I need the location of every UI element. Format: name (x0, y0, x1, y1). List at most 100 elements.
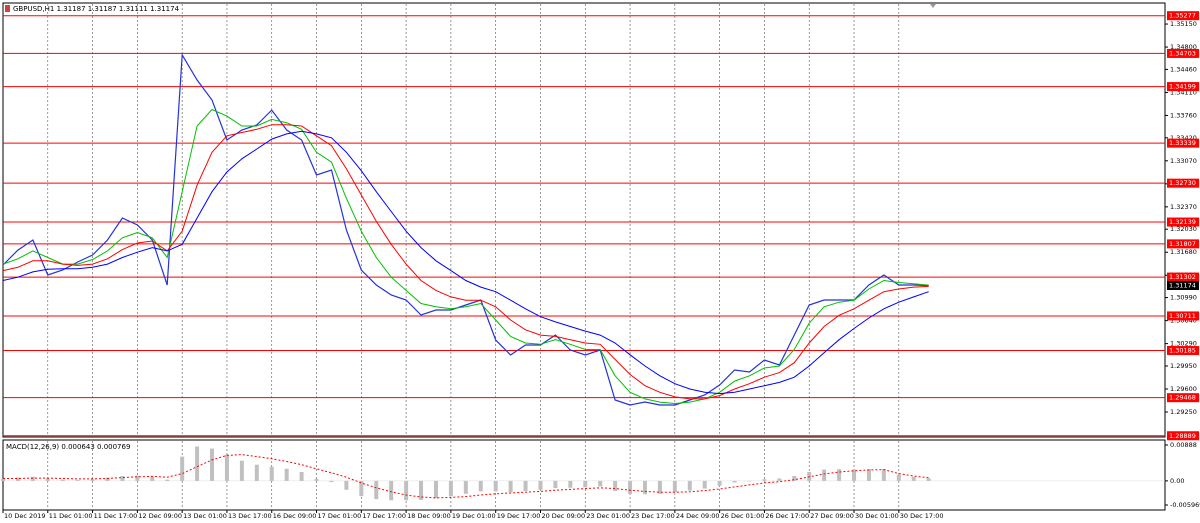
macd-frame (2, 439, 1166, 511)
series-line (2, 53, 929, 406)
last-price-label: 1.31174 (1169, 281, 1196, 289)
histogram-bar (732, 480, 737, 483)
y-tick-label: 0.00 (1170, 477, 1184, 485)
level-label: 1.35277 (1169, 12, 1196, 20)
histogram-bar (493, 480, 498, 492)
histogram-bar (702, 480, 707, 489)
histogram-bar (448, 480, 453, 497)
level-tag (1167, 239, 1199, 249)
level-label: 1.29468 (1169, 394, 1196, 402)
level-tag (1167, 393, 1199, 403)
histogram-bar (613, 480, 618, 491)
histogram-bar (299, 471, 304, 481)
histogram-bar (45, 478, 50, 481)
shift-marker (930, 4, 936, 8)
histogram-bar (583, 480, 588, 488)
y-tick-label: 1.30640 (1170, 317, 1197, 325)
y-tick-label: 1.29600 (1170, 385, 1197, 393)
histogram-bar (553, 480, 558, 489)
y-tick-label: 1.34460 (1170, 65, 1197, 73)
level-tag (1167, 431, 1199, 441)
level-label: 1.34199 (1169, 83, 1196, 91)
histogram-bar (180, 456, 185, 481)
histogram-bar (284, 468, 289, 481)
y-tick-label: 1.32030 (1170, 225, 1197, 233)
x-tick-label: 17 Dec 01:00 (318, 512, 362, 520)
x-tick-label: 17 Dec 17:00 (362, 512, 406, 520)
histogram-bar (75, 480, 80, 481)
y-tick-label: 1.33420 (1170, 134, 1197, 142)
main-frame (2, 2, 1166, 438)
level-tag (1167, 272, 1199, 282)
series-line (3, 454, 929, 499)
y-tick-label: 1.30990 (1170, 294, 1197, 302)
histogram-bar (747, 480, 752, 482)
histogram-bar (896, 474, 901, 481)
x-tick-label: 26 Dec 17:00 (765, 512, 809, 520)
histogram-bar (314, 478, 319, 481)
histogram-bar (165, 479, 170, 481)
histogram-bar (210, 448, 215, 481)
x-tick-label: 13 Dec 17:00 (228, 512, 272, 520)
histogram-bar (687, 480, 692, 491)
level-label: 1.34703 (1169, 49, 1196, 57)
histogram-bar (224, 454, 229, 481)
x-tick-label: 24 Dec 09:00 (676, 512, 720, 520)
level-tag (1167, 346, 1199, 356)
histogram-bar (881, 469, 886, 481)
histogram-bar (657, 480, 662, 494)
y-tick-label: 1.35150 (1170, 20, 1197, 28)
histogram-bar (254, 464, 259, 481)
y-tick-label: 1.34110 (1170, 88, 1197, 96)
histogram-bar (1, 478, 5, 481)
histogram-bar (538, 480, 543, 490)
histogram-bar (135, 475, 140, 481)
x-tick-label: 27 Dec 09:00 (810, 512, 854, 520)
histogram-bar (120, 476, 125, 481)
y-tick-label: 1.32370 (1170, 203, 1197, 211)
histogram-bar (642, 480, 647, 495)
histogram-bar (15, 477, 20, 481)
histogram-bar (866, 469, 871, 481)
level-label: 1.31302 (1169, 273, 1196, 281)
level-tag (1167, 311, 1199, 321)
histogram-bar (523, 480, 528, 491)
histogram-bar (837, 469, 842, 481)
level-tag (1167, 82, 1199, 92)
y-tick-label: 1.29950 (1170, 362, 1197, 370)
histogram-bar (792, 476, 797, 481)
y-tick-label: 1.30290 (1170, 340, 1197, 348)
histogram-bar (359, 480, 364, 497)
level-label: 1.30711 (1169, 312, 1196, 320)
histogram-bar (463, 480, 468, 494)
histogram-bar (150, 476, 155, 481)
x-tick-label: 23 Dec 17:00 (631, 512, 675, 520)
histogram-bar (239, 460, 244, 481)
x-tick-label: 12 Dec 09:00 (138, 512, 182, 520)
y-tick-label: 1.34800 (1170, 43, 1197, 51)
level-tag (1167, 48, 1199, 58)
histogram-bar (911, 476, 916, 481)
histogram-bar (478, 480, 483, 492)
histogram-bar (374, 480, 379, 500)
x-tick-label: 19 Dec 17:00 (497, 512, 541, 520)
histogram-bar (926, 478, 931, 481)
y-tick-label: 1.33760 (1170, 111, 1197, 119)
histogram-bar (269, 466, 274, 481)
histogram-bar (30, 476, 35, 481)
y-tick-label: -0.005969 (1170, 501, 1200, 509)
x-tick-label: 26 Dec 01:00 (721, 512, 765, 520)
y-tick-label: 1.33070 (1170, 157, 1197, 165)
histogram-bar (777, 478, 782, 481)
level-label: 1.28889 (1169, 432, 1196, 440)
level-tag (1167, 11, 1199, 21)
histogram-bar (433, 480, 438, 499)
histogram-bar (404, 480, 409, 501)
histogram-bar (344, 480, 349, 490)
histogram-bar (389, 480, 394, 501)
level-label: 1.30185 (1169, 347, 1196, 355)
y-tick-label: 1.29250 (1170, 408, 1197, 416)
x-tick-label: 19 Dec 01:00 (452, 512, 496, 520)
